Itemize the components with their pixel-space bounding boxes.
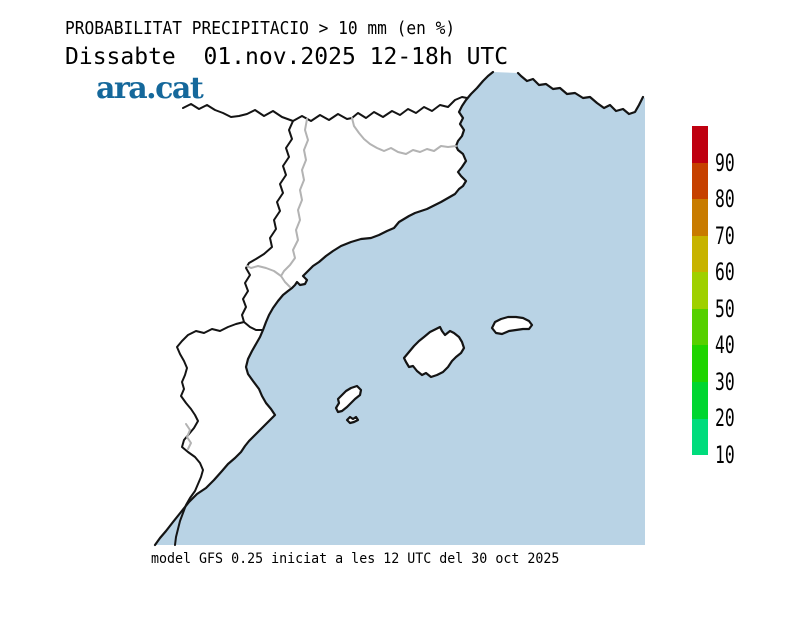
colorbar-tick-label: 20 — [715, 404, 735, 433]
island-ibiza — [334, 384, 363, 414]
colorbar-tick-label: 80 — [715, 185, 735, 214]
colorbar-tick-label: 40 — [715, 331, 735, 360]
colorbar-tick-label: 70 — [715, 221, 735, 250]
colorbar-segment — [692, 308, 708, 346]
border-catalonia-aragon — [241, 120, 294, 331]
colorbar-segment — [692, 418, 708, 456]
colorbar-segment — [692, 162, 708, 200]
colorbar-segment — [692, 345, 708, 382]
colorbar-tick-label: 50 — [715, 294, 735, 323]
sea-area — [155, 72, 645, 545]
coastline-france — [516, 71, 645, 116]
border-province-girona — [351, 117, 457, 155]
valid-time-subtitle: Dissabte 01.nov.2025 12-18h UTC — [65, 44, 509, 70]
colorbar-tick-label: 90 — [715, 148, 735, 177]
colorbar-tick-label: 10 — [715, 441, 735, 469]
colorbar-segment — [692, 199, 708, 236]
model-run-caption: model GFS 0.25 iniciat a les 12 UTC del … — [151, 551, 560, 567]
colorbar-segment — [692, 272, 708, 309]
page-title: PROBABILITAT PRECIPITACIO > 10 mm (en %) — [65, 18, 456, 39]
colorbar-tick-label: 30 — [715, 367, 735, 396]
ara-cat-logo: ara.cat — [96, 71, 204, 106]
colorbar-segment — [692, 381, 708, 419]
border-valencia — [174, 321, 245, 546]
border-province-lleida-barcelona — [280, 118, 309, 288]
coastline-iberia — [153, 70, 495, 547]
colorbar-segment — [692, 235, 708, 273]
colorbar-tick-label: 60 — [715, 258, 735, 287]
colorbar-tick-labels: 10 20 30 40 50 60 70 80 90 — [713, 126, 761, 467]
border-pyrenees — [182, 96, 468, 122]
colorbar-segment — [692, 126, 708, 163]
border-province-castello — [185, 423, 192, 450]
island-mallorca — [402, 325, 466, 379]
probability-colorbar — [692, 126, 708, 456]
island-menorca — [490, 315, 534, 336]
border-province-tarragona-lleida — [246, 265, 282, 277]
island-formentera — [345, 415, 360, 425]
